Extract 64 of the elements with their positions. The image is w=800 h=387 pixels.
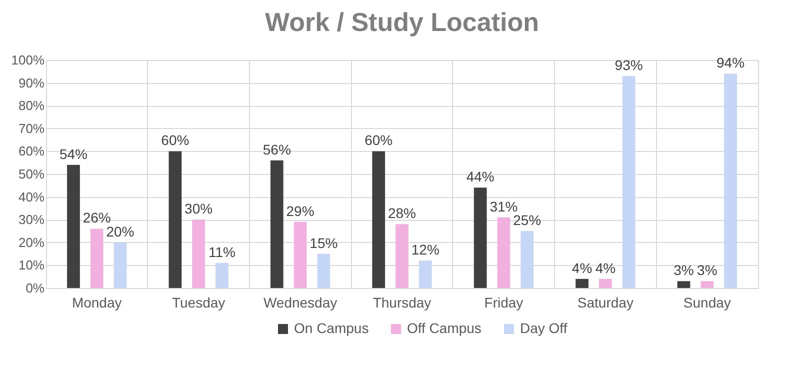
data-label: 60% xyxy=(364,132,393,148)
y-tick-label: 30% xyxy=(18,212,45,228)
bar xyxy=(168,151,182,288)
bar xyxy=(270,160,284,288)
y-tick-label: 10% xyxy=(18,258,45,273)
bar xyxy=(677,281,690,288)
bar xyxy=(724,74,737,288)
data-label: 54% xyxy=(59,146,88,162)
bar xyxy=(474,188,487,288)
x-tick-label: Tuesday xyxy=(172,294,226,310)
y-tick-label: 70% xyxy=(18,120,45,136)
y-tick-label: 0% xyxy=(26,280,45,296)
data-label: 31% xyxy=(490,198,518,214)
bar xyxy=(317,254,330,288)
legend-label: On Campus xyxy=(294,320,369,336)
data-label: 3% xyxy=(697,262,718,278)
y-tick-label: 100% xyxy=(11,52,45,68)
data-label: 15% xyxy=(310,234,338,251)
y-tick-label: 50% xyxy=(18,166,45,182)
data-label: 11% xyxy=(208,244,236,260)
y-tick-label: 40% xyxy=(18,189,45,204)
data-label: 3% xyxy=(674,262,694,278)
bar xyxy=(497,217,510,288)
bar xyxy=(700,281,714,288)
bar xyxy=(294,222,307,288)
x-tick-label: Monday xyxy=(72,294,122,310)
bar xyxy=(576,278,588,288)
chart-title: Work / Study Location xyxy=(265,7,539,37)
data-label: 4% xyxy=(572,260,592,276)
bar xyxy=(599,278,612,288)
x-tick-label: Thursday xyxy=(372,294,432,310)
data-label: 56% xyxy=(262,141,291,158)
data-label: 12% xyxy=(411,242,440,258)
data-label: 26% xyxy=(82,210,111,226)
y-tick-label: 90% xyxy=(18,75,45,90)
data-label: 20% xyxy=(106,223,134,240)
data-label: 93% xyxy=(614,56,643,73)
data-label: 28% xyxy=(388,205,416,222)
data-label: 30% xyxy=(184,200,213,217)
bar xyxy=(216,262,228,288)
data-label: 29% xyxy=(286,202,314,219)
legend-label: Off Campus xyxy=(407,320,482,336)
bar xyxy=(520,231,534,288)
x-tick-label: Sunday xyxy=(683,294,731,310)
y-tick-label: 80% xyxy=(18,98,45,114)
data-label: 25% xyxy=(513,212,542,228)
data-label: 94% xyxy=(716,54,745,71)
data-label: 44% xyxy=(466,168,494,185)
bar xyxy=(418,260,432,288)
bar xyxy=(192,220,205,288)
x-tick-label: Friday xyxy=(484,294,524,310)
bar xyxy=(396,224,408,288)
x-tick-label: Saturday xyxy=(577,294,634,310)
bar xyxy=(67,164,80,288)
data-label: 60% xyxy=(161,132,190,148)
y-tick-label: 60% xyxy=(18,144,45,159)
bar xyxy=(622,76,636,288)
bar xyxy=(114,242,127,288)
legend-label: Day Off xyxy=(520,320,568,336)
bar xyxy=(372,151,386,288)
bar xyxy=(90,228,104,288)
x-tick-label: Wednesday xyxy=(263,294,338,310)
data-label: 4% xyxy=(595,260,616,276)
y-tick-label: 20% xyxy=(18,234,45,250)
